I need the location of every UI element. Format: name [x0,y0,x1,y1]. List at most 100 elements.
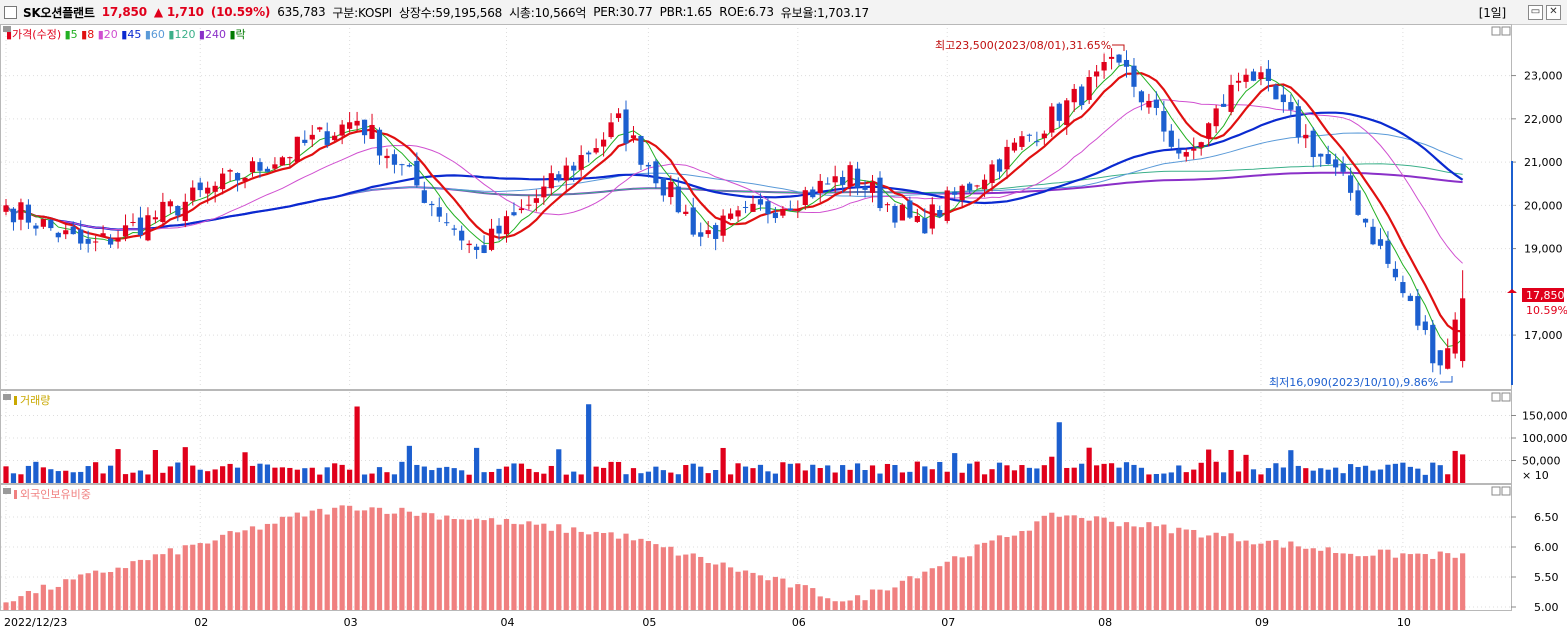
foreign-ratio-bar [571,527,577,610]
candle-body [1131,65,1137,87]
foreign-ratio-bar [1250,544,1257,610]
candle-body [1191,148,1197,151]
candle-body [533,198,539,203]
volume-bar [1086,447,1092,483]
foreign-ratio-bar [93,570,99,610]
stock-chart[interactable]: 17,00018,00019,00020,00021,00022,00023,0… [0,24,1567,630]
volume-bar [1011,470,1018,483]
volume-bar [459,470,465,483]
period-selector[interactable]: [1일] [1478,6,1506,20]
foreign-ratio-bar [152,554,158,610]
foreign-ratio-bar [541,523,547,610]
foreign-panel-close-button[interactable] [1501,486,1511,496]
volume-bar [675,474,681,483]
volume-panel-min-button[interactable] [1491,392,1501,402]
candle-body [690,207,696,235]
candle-body [130,222,136,224]
foreign-ratio-bar [1168,533,1174,610]
legend-item[interactable]: ▮락 [226,28,246,41]
foreign-panel-handle[interactable] [3,488,11,494]
restore-button[interactable]: ▭ [1528,5,1543,20]
legend-item[interactable]: ▮60 [141,28,165,41]
candle-body [1221,103,1227,107]
time-tick-label: 06 [792,616,806,629]
candle-body [1288,102,1294,110]
price-panel-handle[interactable] [3,26,11,32]
foreign-ratio-bar [1265,540,1272,610]
market-type: 구분:KOSPI [332,5,392,20]
stock-name[interactable]: SK오션플랜트 [23,5,95,20]
price-tick-label: 21,000 [1524,156,1563,169]
candle-body [511,212,517,216]
candle-body [249,161,256,173]
volume-panel-handle[interactable] [3,394,11,400]
foreign-ratio-bar [78,574,84,610]
foreign-ratio-bar [952,556,958,610]
candle-body [1348,175,1354,193]
foreign-ratio-bar [645,541,652,610]
candle-body [765,201,771,215]
volume-bar [1198,462,1204,483]
legend-item[interactable]: ▮20 [94,28,118,41]
price-panel-min-button[interactable] [1491,26,1501,36]
foreign-ratio-bar [234,532,241,610]
header-checkbox[interactable] [4,5,17,19]
foreign-panel-min-button[interactable] [1491,486,1501,496]
candle-body [862,186,868,190]
volume-bar [1265,468,1272,483]
candle-body [959,185,965,201]
foreign-ratio-bar [713,564,719,610]
legend-item[interactable]: ▮가격(수정) [6,28,61,41]
candle-body [1295,106,1301,138]
volume-bar [1243,454,1249,483]
candle-body [981,179,988,190]
candle-body [160,201,166,222]
candle-body [1265,68,1272,81]
legend-item[interactable]: ▮8 [78,28,95,41]
volume-bar [1138,467,1145,483]
candle-body [787,208,793,211]
volume-tick-label: 100,000 [1522,432,1567,445]
volume-bar [795,463,801,483]
legend-item[interactable]: ▮5 [61,28,78,41]
candle-body [1258,72,1264,79]
volume-bar [877,473,883,483]
volume-bar [1161,473,1167,483]
volume-bar [339,464,345,483]
foreign-ratio-bar [533,524,539,610]
foreign-ratio-bar [907,576,913,610]
foreign-ratio-bar [914,578,920,610]
price-legend: ▮가격(수정) ▮5 ▮8 ▮20 ▮45 ▮60 ▮120 ▮240 ▮락 [6,28,246,41]
foreign-ratio-bar [212,540,218,610]
foreign-ratio-bar [369,507,375,610]
foreign-ratio-bar [429,513,435,610]
candle-body [1392,268,1399,278]
price-panel-close-button[interactable] [1501,26,1511,36]
volume-bar [1340,473,1346,483]
candle-body [1310,130,1316,158]
close-button[interactable]: ✕ [1546,5,1561,20]
candle-body [713,225,719,239]
candle-body [1168,130,1174,147]
price-tick-label: 23,000 [1524,70,1563,83]
volume-bar [907,471,913,483]
candle-body [175,205,181,216]
foreign-ratio-bar [1228,533,1234,610]
legend-item[interactable]: ▮240 [195,28,226,41]
foreign-ratio-bar [294,512,300,610]
foreign-ratio-bar [182,545,188,610]
candle-body [1273,85,1279,100]
foreign-ratio-bar [496,524,502,610]
candle-body [1206,123,1212,139]
legend-item[interactable]: ▮45 [118,28,142,41]
volume-bar [772,473,779,483]
volume-bar [354,406,360,483]
foreign-ratio-bar [3,602,9,610]
volume-panel-close-button[interactable] [1501,392,1511,402]
legend-item[interactable]: ▮120 [165,28,196,41]
candle-body [294,136,300,163]
volume-bars [3,404,1466,483]
current-pct-tag: 10.59% [1526,304,1567,317]
candle-body [675,186,681,213]
foreign-ratio-bar [832,601,838,610]
